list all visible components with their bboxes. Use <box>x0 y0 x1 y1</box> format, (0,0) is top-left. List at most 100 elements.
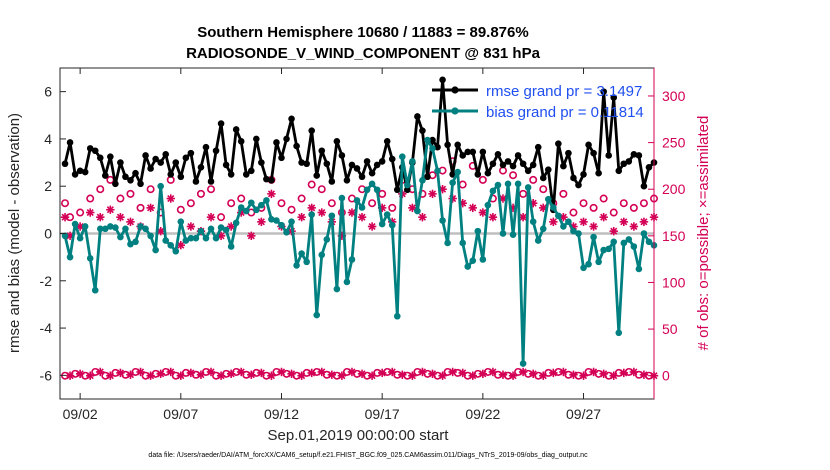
bias-point <box>162 237 170 244</box>
y-tick-left-label: 2 <box>44 178 52 194</box>
rmse-point <box>227 171 235 178</box>
bias-point <box>212 234 220 242</box>
assimilated-marker-stroke <box>288 370 296 378</box>
assimilated-marker <box>367 222 377 231</box>
assimilated-marker-stroke <box>177 372 185 380</box>
assimilated-marker <box>357 369 367 379</box>
rmse-point <box>247 167 255 175</box>
y-tick-left-label: -4 <box>40 320 53 336</box>
assimilated-marker <box>398 370 407 379</box>
assimilated-marker <box>418 367 427 377</box>
assimilated-marker-stroke <box>378 369 386 377</box>
bias-point <box>474 227 482 235</box>
assimilated-marker-stroke <box>247 232 255 240</box>
rmse-point <box>393 186 401 194</box>
assimilated-marker-stroke <box>509 372 517 380</box>
bias-point <box>288 218 295 225</box>
rmse-point <box>514 152 522 159</box>
rmse-point <box>132 169 139 177</box>
possible-marker <box>639 199 648 208</box>
rmse-point <box>620 160 628 168</box>
assimilated-marker-stroke <box>338 372 346 380</box>
assimilated-marker-stroke <box>428 190 437 198</box>
rmse-point <box>207 178 215 185</box>
bias-point <box>61 232 69 240</box>
rmse-point <box>494 150 502 158</box>
assimilated-marker <box>156 226 165 236</box>
bias-point <box>222 226 230 234</box>
possible-marker <box>629 203 638 212</box>
assimilated-marker <box>438 371 447 380</box>
rmse-point <box>197 164 205 171</box>
assimilated-marker-stroke <box>86 208 94 217</box>
assimilated-marker-stroke <box>408 204 416 212</box>
possible-marker <box>217 213 226 222</box>
assimilated-marker-stroke <box>86 372 94 380</box>
assimilated-marker-stroke <box>147 204 155 212</box>
assimilated-marker-stroke <box>579 218 588 226</box>
bias-point <box>544 195 552 203</box>
assimilated-marker <box>307 203 316 213</box>
rmse-point <box>343 177 351 184</box>
assimilated-marker-stroke <box>126 218 135 226</box>
assimilated-marker <box>347 367 357 377</box>
bias-point <box>308 211 315 218</box>
bias-point <box>565 218 572 225</box>
rmse-point <box>71 171 79 178</box>
assimilated-marker-stroke <box>197 371 205 379</box>
bias-point <box>383 211 391 218</box>
rmse-point <box>338 152 346 159</box>
bias-point <box>323 236 331 243</box>
rmse-point <box>630 150 638 158</box>
assimilated-marker-stroke <box>469 204 477 212</box>
bias-point <box>217 224 225 231</box>
rmse-point <box>353 165 361 172</box>
bias-point <box>419 177 426 184</box>
assimilated-marker-stroke <box>207 213 215 221</box>
assimilated-marker-stroke <box>318 208 326 217</box>
assimilated-marker-stroke <box>519 213 527 221</box>
assimilated-marker <box>498 370 508 379</box>
rmse-point <box>212 147 220 155</box>
assimilated-marker <box>337 371 347 380</box>
assimilated-marker-stroke <box>187 222 195 231</box>
assimilated-marker-stroke <box>630 368 638 376</box>
assimilated-marker <box>408 203 417 213</box>
assimilated-marker-stroke <box>247 371 255 379</box>
bias-point <box>615 329 623 337</box>
assimilated-marker <box>639 370 649 379</box>
bias-point <box>237 204 245 211</box>
assimilated-marker <box>257 217 266 227</box>
rmse-point <box>112 180 119 188</box>
possible-marker <box>116 194 125 203</box>
rmse-point <box>454 141 461 149</box>
rmse-point <box>237 137 245 145</box>
bias-point <box>81 223 89 230</box>
possible-marker <box>388 203 397 212</box>
bias-point <box>303 258 310 266</box>
bias-point <box>519 360 527 367</box>
rmse-point <box>102 172 109 179</box>
assimilated-marker <box>599 369 608 379</box>
rmse-point <box>288 115 295 123</box>
assimilated-marker-stroke <box>418 368 426 376</box>
rmse-point <box>348 161 356 169</box>
bias-point <box>247 199 255 207</box>
assimilated-marker <box>488 367 498 377</box>
rmse-point <box>258 159 265 166</box>
possible-marker <box>519 189 528 198</box>
bias-point <box>605 245 612 253</box>
assimilated-marker <box>428 369 437 379</box>
assimilated-marker <box>377 368 387 378</box>
assimilated-marker-stroke <box>76 370 84 378</box>
x-ticks: 09/02 09/07 09/12 09/17 09/22 09/27 <box>63 68 601 422</box>
rmse-point <box>640 182 648 190</box>
assimilated-marker-stroke <box>590 368 598 376</box>
rmse-point <box>529 161 537 169</box>
assimilated-marker <box>287 369 296 379</box>
possible-marker <box>186 199 195 208</box>
rmse-point <box>313 172 321 179</box>
rmse-point <box>414 113 421 120</box>
assimilated-marker <box>458 368 467 378</box>
bias-point <box>122 225 129 233</box>
